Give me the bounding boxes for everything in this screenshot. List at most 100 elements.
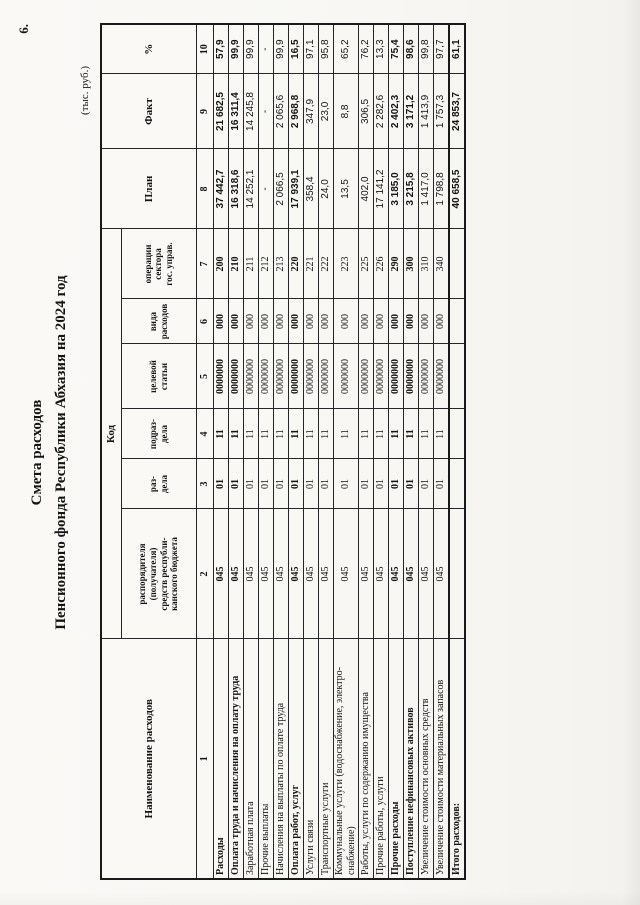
row-code-cell: 226 [373,228,388,299]
row-code-cell: 290 [388,228,403,299]
row-code-cell: 000 [228,299,243,344]
row-code-cell: 045 [373,509,388,639]
row-code-cell: 0000000 [333,344,358,409]
row-name-cell: Заработная плата [243,639,258,879]
table-row: Коммунальные услуги (водоснабжение, элек… [333,23,358,879]
row-code-cell: 0000000 [403,344,418,409]
row-code-cell: 01 [433,459,449,509]
row-code-cell: 11 [228,409,243,459]
row-code-cell: 01 [258,459,273,509]
row-code-cell: 0000000 [433,344,449,409]
row-code-cell: 11 [373,409,388,459]
col-number: 4 [196,409,213,459]
row-value-cell: 13,5 [333,148,358,229]
col-number: 9 [196,73,213,149]
row-code-cell: 11 [213,409,228,459]
col-header-subsection: подраз- дела [121,409,196,459]
row-code-cell: 000 [333,299,358,344]
row-code-cell: 01 [303,459,318,509]
row-value-cell: 1 413,9 [418,73,433,149]
row-code-cell: 000 [288,299,303,344]
col-number: 5 [196,344,213,409]
row-value-cell: 97,7 [433,23,449,74]
row-name-cell: Услуги связи [303,639,318,879]
row-value-cell: 95,8 [318,23,333,74]
row-value-cell: 14 245,8 [243,73,258,149]
row-value-cell: 2 066,5 [273,148,288,229]
row-code-cell [448,299,465,344]
row-name-cell: Транспортные услуги [318,639,333,879]
table-row: Работы, услуги по содержанию имущества 04… [358,23,373,879]
row-code-cell: 01 [318,459,333,509]
row-code-cell: 045 [333,509,358,639]
row-value-cell: 1 757,3 [433,73,449,149]
row-value-cell: 1 798,8 [433,148,449,229]
row-name-cell: Увеличение стоимости материальных запасо… [433,639,449,879]
row-code-cell: 045 [243,509,258,639]
col-header-administrator: распорядителя (получателя) средств респу… [121,509,196,639]
col-header-name: Наименование расходов [101,639,196,879]
table-row: Оплата работ, услуг 045 01 11 0000000 000 220 1… [288,23,303,879]
row-code-cell: 000 [303,299,318,344]
row-name-cell: Увеличение стоимости основных средств [418,639,433,879]
row-value-cell: 99,9 [228,23,243,74]
title-line-2: Пенсионного фонда Республики Абхазия на … [52,275,69,630]
table-row: Расходы 045 01 11 0000000 000 200 37 442,7 21 68… [213,23,228,879]
row-code-cell: 000 [358,299,373,344]
row-value-cell: - [258,148,273,229]
table-row: Услуги связи 045 01 11 0000000 000 221 358,4 347… [303,23,318,879]
table-body: Расходы 045 01 11 0000000 000 200 37 442,7 21 68… [213,23,465,879]
row-code-cell: 0000000 [358,344,373,409]
col-number: 6 [196,299,213,344]
row-code-cell: 01 [288,459,303,509]
units-label: (тыс. руб.) [79,66,91,115]
row-value-cell: 21 682,5 [213,73,228,149]
row-name-cell: Коммунальные услуги (водоснабжение, элек… [333,639,358,879]
row-code-cell: 0000000 [273,344,288,409]
row-code-cell: 01 [213,459,228,509]
row-code-cell: 045 [213,509,228,639]
row-code-cell: 000 [273,299,288,344]
row-value-cell: 1 417,0 [418,148,433,229]
row-code-cell: 045 [403,509,418,639]
table-row: Транспортные услуги 045 01 11 0000000 000 222 2… [318,23,333,879]
row-value-cell: - [258,73,273,149]
row-code-cell: 310 [418,228,433,299]
row-code-cell: 045 [358,509,373,639]
row-value-cell: 97,1 [303,23,318,74]
row-name-cell: Итого расходов: [448,639,465,879]
col-header-target-article: целевой статьи [121,344,196,409]
row-code-cell: 000 [388,299,403,344]
row-code-cell: 01 [418,459,433,509]
table-row: Заработная плата 045 01 11 0000000 000 211 14 2… [243,23,258,879]
row-code-cell: 045 [258,509,273,639]
row-code-cell: 0000000 [373,344,388,409]
row-code-cell: 0000000 [258,344,273,409]
col-header-percent: % [101,23,196,74]
row-value-cell: 24 853,7 [448,73,465,149]
col-number: 7 [196,228,213,299]
row-value-cell: 99,9 [273,23,288,74]
row-code-cell: 340 [433,228,449,299]
row-name-cell: Расходы [213,639,228,879]
row-value-cell: 3 171,2 [403,73,418,149]
header-row-numbering: 1 2 3 4 5 6 7 8 9 10 [196,23,213,879]
row-code-cell: 300 [403,228,418,299]
row-code-cell: 01 [228,459,243,509]
row-name-cell: Прочие расходы [388,639,403,879]
row-code-cell: 213 [273,228,288,299]
row-code-cell: 220 [288,228,303,299]
row-code-cell: 045 [318,509,333,639]
col-number: 10 [196,23,213,74]
row-value-cell: 306,5 [358,73,373,149]
row-code-cell: 01 [358,459,373,509]
row-code-cell: 045 [388,509,403,639]
row-code-cell: 11 [243,409,258,459]
row-value-cell: 65,2 [333,23,358,74]
row-code-cell: 11 [333,409,358,459]
row-code-cell: 01 [273,459,288,509]
table-row: Начисления на выплаты по оплате труда 045… [273,23,288,879]
row-code-cell: 01 [333,459,358,509]
row-code-cell: 11 [288,409,303,459]
table-row: Прочие расходы 045 01 11 0000000 000 290 3 185,… [388,23,403,879]
